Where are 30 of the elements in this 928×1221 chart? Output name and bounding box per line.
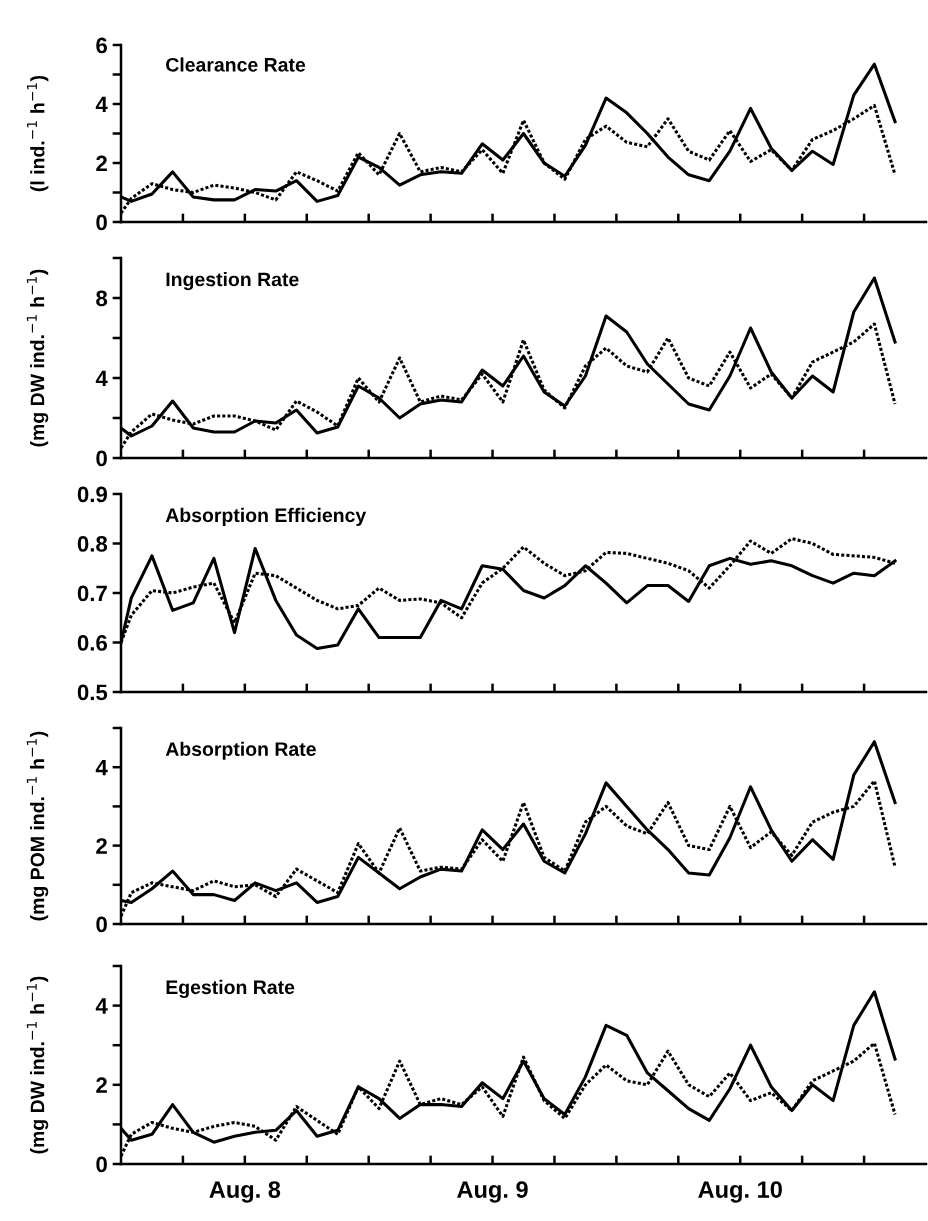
y-axis-title: (mg DW ind.$^{−1}$ h$^{−1}$) xyxy=(26,976,49,1154)
x-tick-label: Aug. 10 xyxy=(698,1181,782,1203)
text: Clearance Rate xyxy=(166,57,306,72)
y-tick-label: 4 xyxy=(95,96,108,113)
y-tick-label: 0.5 xyxy=(77,684,108,701)
y-tick-label: 2 xyxy=(96,1077,107,1093)
text: Absorption Rate xyxy=(165,741,316,760)
y-tick-label: 8 xyxy=(96,290,108,307)
y-tick-label: 0 xyxy=(96,450,107,467)
x-tick-label: Aug. 9 xyxy=(457,1181,528,1203)
y-tick-label: 4 xyxy=(95,998,108,1014)
text: Egestion Rate xyxy=(166,979,295,999)
x-tick-label: Aug. 8 xyxy=(209,1181,281,1203)
y-axis-title: (l ind.$^{−1}$ h$^{−1}$) xyxy=(26,75,49,192)
text: Ingestion Rate xyxy=(166,272,299,291)
y-tick-label: 0 xyxy=(96,916,107,933)
y-tick-label: 4 xyxy=(95,370,108,387)
y-axis-title: (mg POM ind.$^{−1}$ h$^{−1}$) xyxy=(26,731,49,921)
text: Absorption Efficiency xyxy=(165,507,367,526)
y-tick-label: 2 xyxy=(96,155,107,172)
y-tick-label: 0 xyxy=(96,1156,107,1173)
y-axis-title: (mg DW ind.$^{−1}$ h$^{−1}$) xyxy=(26,269,49,447)
y-tick-label: 0.6 xyxy=(77,635,108,651)
y-tick-label: 0.9 xyxy=(77,486,107,503)
y-tick-label: 6 xyxy=(96,37,107,54)
y-tick-label: 4 xyxy=(95,759,108,776)
y-tick-label: 0.7 xyxy=(77,585,107,602)
y-tick-label: 0.8 xyxy=(77,536,108,552)
y-tick-label: 2 xyxy=(96,838,107,854)
y-tick-label: 0 xyxy=(96,214,107,231)
